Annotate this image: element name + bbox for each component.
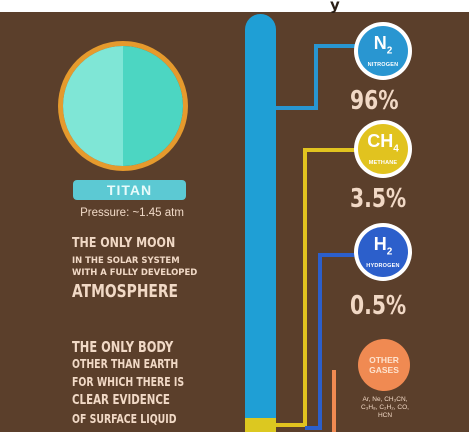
trace-gases-line2: C₃H₈, C₂H₂, CO, xyxy=(361,404,409,411)
fact2-line5: OF SURFACE LIQUID xyxy=(72,412,177,426)
hydrogen-percent: 0.5% xyxy=(350,291,407,321)
hydrogen-name: HYDROGEN xyxy=(366,263,400,270)
fact1-line4: ATMOSPHERE xyxy=(72,281,179,302)
other-gases-label-line2: GASES xyxy=(369,365,399,375)
trace-gases-line1: Ar, Ne, CH₃CN, xyxy=(362,396,408,403)
fact2-line2: OTHER THAN EARTH xyxy=(72,357,179,371)
trace-gases-line3: HCN xyxy=(377,412,393,419)
nitrogen-symbol: N xyxy=(373,32,387,53)
methane-name: METHANE xyxy=(368,160,398,167)
titan-planet-icon xyxy=(63,46,183,166)
pressure-label: Pressure: ~1.45 atm xyxy=(80,207,184,219)
nitrogen-percent: 96% xyxy=(350,86,399,116)
nitrogen-badge: N2 NITROGEN xyxy=(358,26,408,76)
hydrogen-symbol: H xyxy=(373,233,387,254)
hydrogen-subscript: 2 xyxy=(386,246,393,258)
methane-connector xyxy=(276,148,358,427)
atmosphere-column xyxy=(245,14,276,432)
fact2-line4: CLEAR EVIDENCE xyxy=(72,392,170,408)
nitrogen-subscript: 2 xyxy=(386,45,393,57)
header-fragment: y xyxy=(330,0,340,14)
methane-subscript: 4 xyxy=(393,143,399,155)
surface-liquid-bar xyxy=(245,418,276,432)
methane-percent: 3.5% xyxy=(350,184,407,214)
hydrogen-connector xyxy=(305,253,358,430)
fact1-line1: THE ONLY MOON xyxy=(72,235,176,251)
other-gases-badge: OTHER GASES xyxy=(358,339,410,391)
trace-gases-list: Ar, Ne, CH₃CN, C₃H₈, C₂H₂, CO, HCN xyxy=(350,396,420,420)
fact1-line2: IN THE SOLAR SYSTEM xyxy=(72,255,180,266)
other-gases-label-line1: OTHER xyxy=(369,355,399,365)
fact2-line1: THE ONLY BODY xyxy=(72,338,174,356)
nitrogen-name: NITROGEN xyxy=(367,62,399,69)
hydrogen-badge: H2 HYDROGEN xyxy=(358,227,408,277)
methane-symbol: CH xyxy=(367,130,394,151)
fact1-line3: WITH A FULLY DEVELOPED xyxy=(72,267,198,278)
fact2-line3: FOR WHICH THERE IS xyxy=(72,375,185,389)
nitrogen-connector xyxy=(276,44,358,110)
methane-badge: CH4 METHANE xyxy=(358,124,408,174)
moon-name-badge: TITAN xyxy=(73,180,186,200)
